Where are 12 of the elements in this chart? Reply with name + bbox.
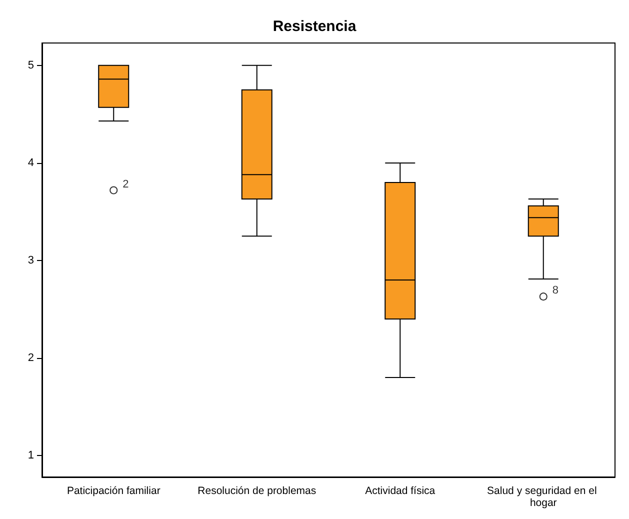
annotation: 8: [552, 284, 558, 297]
y-tick-label: 3: [28, 254, 34, 266]
annotation: 2: [122, 178, 129, 190]
x-tick-label: Resolución de problemas: [198, 485, 316, 497]
y-tick-label: 4: [28, 156, 34, 169]
chart-title: Resistencia: [272, 18, 357, 35]
y-tick-label: 5: [28, 59, 34, 72]
y-tick-label: 2: [28, 352, 34, 364]
x-tick-label: Salud y seguridad en el hogar: [487, 485, 600, 509]
x-tick-label: Paticipación familiar: [66, 485, 161, 497]
y-tick-label: 1: [28, 450, 34, 462]
x-tick-label: Actividad física: [365, 485, 436, 497]
